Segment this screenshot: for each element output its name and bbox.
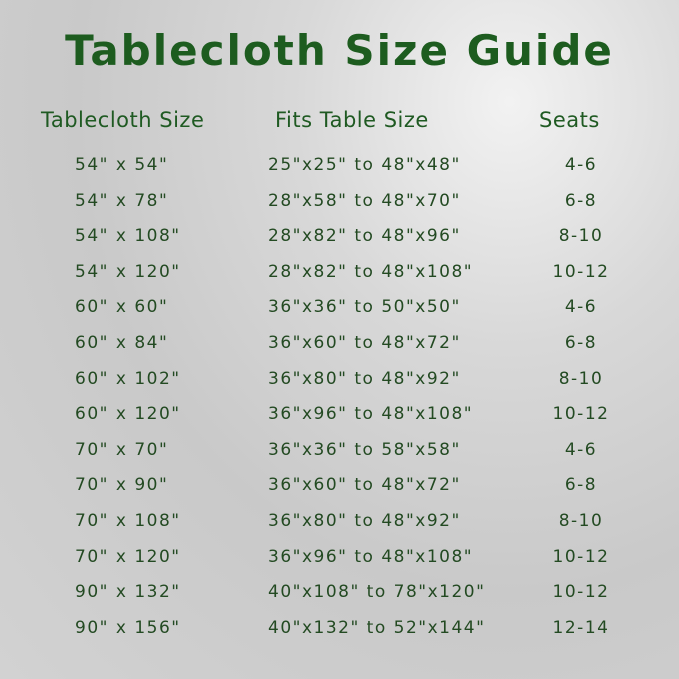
seats-cell: 4-6 [564, 439, 598, 460]
table-row: 70" x 108" 36"x80" to 48"x92" 8-10 [0, 511, 679, 541]
seats-cell: 8-10 [558, 226, 604, 247]
tablecloth-size-cell: 60" x 84" [75, 333, 169, 353]
table-row: 70" x 120" 36"x96" to 48"x108" 10-12 [0, 547, 679, 577]
table-row: 60" x 60" 36"x36" to 50"x50" 4-6 [0, 297, 679, 327]
seats-cell: 8-10 [558, 368, 604, 389]
tablecloth-size-cell: 60" x 102" [75, 368, 181, 389]
fits-table-size-cell: 28"x82" to 48"x108" [268, 261, 474, 282]
seats-cell: 10-12 [552, 582, 610, 603]
table-row: 54" x 78" 28"x58" to 48"x70" 6-8 [0, 191, 679, 221]
seats-cell: 6-8 [564, 333, 598, 353]
fits-table-size-cell: 36"x80" to 48"x92" [268, 511, 461, 531]
seats-cell: 6-8 [564, 475, 598, 496]
header-fits-table-size: Fits Table Size [275, 108, 429, 132]
header-seats: Seats [539, 108, 600, 132]
table-row: 54" x 54" 25"x25" to 48"x48" 4-6 [0, 155, 679, 185]
fits-table-size-cell: 40"x108" to 78"x120" [268, 582, 486, 603]
fits-table-size-cell: 25"x25" to 48"x48" [268, 155, 461, 175]
fits-table-size-cell: 36"x36" to 58"x58" [268, 439, 461, 460]
seats-cell: 10-12 [552, 404, 610, 425]
tablecloth-size-cell: 70" x 108" [75, 511, 181, 531]
seats-cell: 6-8 [564, 190, 598, 211]
fits-table-size-cell: 36"x60" to 48"x72" [268, 333, 461, 353]
tablecloth-size-cell: 60" x 120" [75, 404, 181, 425]
fits-table-size-cell: 36"x60" to 48"x72" [268, 475, 461, 496]
table-row: 90" x 156" 40"x132" to 52"x144" 12-14 [0, 618, 679, 648]
table-row: 60" x 84" 36"x60" to 48"x72" 6-8 [0, 333, 679, 363]
fits-table-size-cell: 28"x58" to 48"x70" [268, 190, 461, 211]
table-row: 54" x 108" 28"x82" to 48"x96" 8-10 [0, 226, 679, 256]
tablecloth-size-cell: 60" x 60" [75, 297, 169, 318]
seats-cell: 12-14 [552, 617, 610, 638]
fits-table-size-cell: 36"x96" to 48"x108" [268, 404, 474, 425]
tablecloth-size-cell: 90" x 156" [75, 617, 181, 638]
tablecloth-size-cell: 54" x 108" [75, 226, 181, 247]
tablecloth-size-cell: 90" x 132" [75, 582, 181, 603]
fits-table-size-cell: 36"x36" to 50"x50" [268, 297, 461, 318]
table-row: 70" x 90" 36"x60" to 48"x72" 6-8 [0, 475, 679, 505]
table-row: 54" x 120" 28"x82" to 48"x108" 10-12 [0, 262, 679, 292]
table-row: 60" x 120" 36"x96" to 48"x108" 10-12 [0, 404, 679, 434]
seats-cell: 8-10 [558, 511, 604, 531]
seats-cell: 10-12 [552, 261, 610, 282]
table-row: 90" x 132" 40"x108" to 78"x120" 10-12 [0, 582, 679, 612]
table-row: 60" x 102" 36"x80" to 48"x92" 8-10 [0, 369, 679, 399]
tablecloth-size-cell: 70" x 90" [75, 475, 169, 496]
seats-cell: 4-6 [564, 155, 598, 175]
fits-table-size-cell: 36"x80" to 48"x92" [268, 368, 461, 389]
table-row: 70" x 70" 36"x36" to 58"x58" 4-6 [0, 440, 679, 470]
tablecloth-size-cell: 54" x 78" [75, 190, 169, 211]
page-title: Tablecloth Size Guide [65, 26, 614, 75]
fits-table-size-cell: 40"x132" to 52"x144" [268, 617, 486, 638]
seats-cell: 10-12 [552, 546, 610, 567]
tablecloth-size-cell: 70" x 120" [75, 546, 181, 567]
header-tablecloth-size: Tablecloth Size [41, 108, 205, 132]
tablecloth-size-cell: 54" x 54" [75, 155, 169, 175]
tablecloth-size-cell: 70" x 70" [75, 439, 169, 460]
fits-table-size-cell: 36"x96" to 48"x108" [268, 546, 474, 567]
fits-table-size-cell: 28"x82" to 48"x96" [268, 226, 461, 247]
seats-cell: 4-6 [564, 297, 598, 318]
tablecloth-size-cell: 54" x 120" [75, 261, 181, 282]
